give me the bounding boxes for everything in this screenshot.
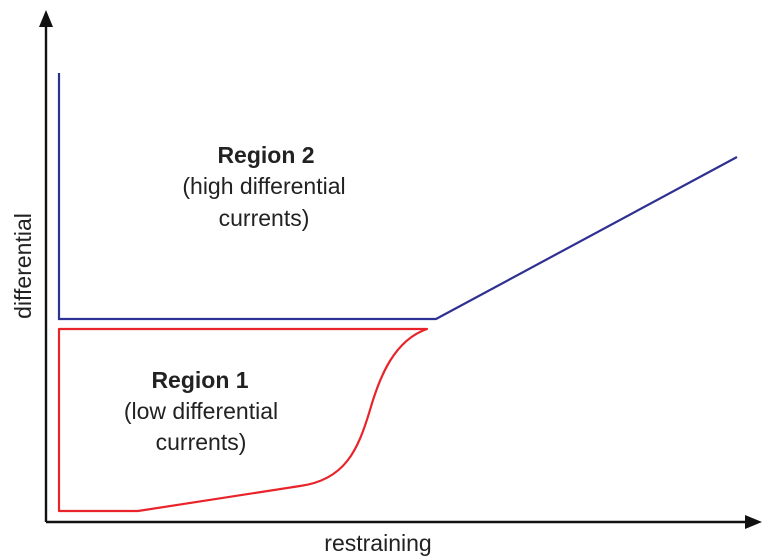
region-2-boundary (57, 73, 738, 321)
y-axis-label: differential (10, 213, 36, 319)
axes (39, 10, 762, 529)
region-1-desc-line1: (low differential (124, 398, 278, 424)
region-2-desc-line1: (high differential (182, 173, 345, 199)
region-2-label: Region 2 (high differential currents) (182, 142, 345, 231)
region-2-desc-line2: currents) (219, 205, 310, 231)
x-axis-label: restraining (324, 530, 431, 556)
x-axis-arrowhead (745, 515, 762, 529)
region-2-title: Region 2 (217, 142, 314, 168)
region-1-title: Region 1 (151, 367, 248, 393)
y-axis-arrowhead (39, 10, 53, 27)
region-1-desc-line2: currents) (156, 429, 247, 455)
region-1-boundary (57, 327, 429, 513)
region-1-label: Region 1 (low differential currents) (124, 367, 278, 455)
